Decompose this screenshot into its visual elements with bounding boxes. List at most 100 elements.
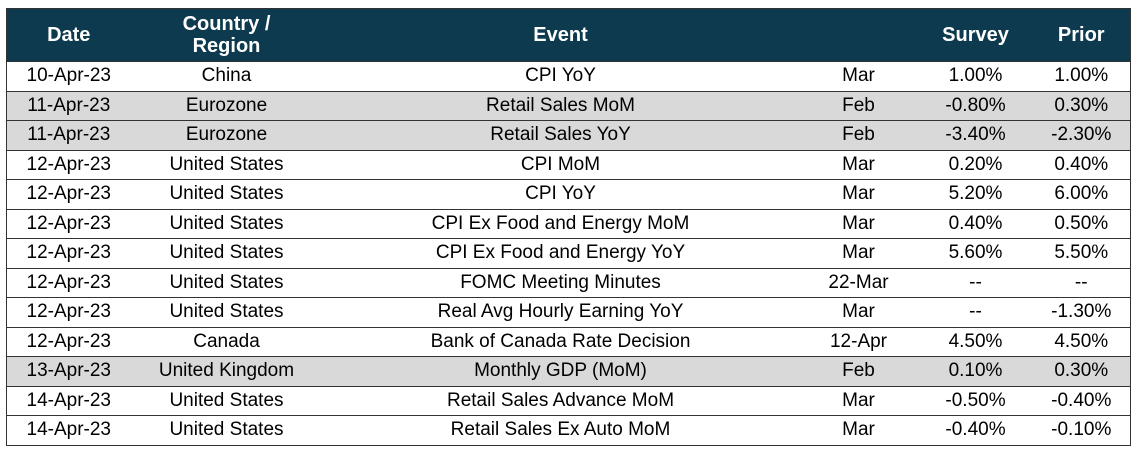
table-cell: -0.80% [918,90,1033,121]
table-row: 12-Apr-23 United States CPI Ex Food and En… [6,238,1131,268]
table-cell: United States [130,149,323,180]
table-row: 12-Apr-23 United States Real Avg Hourly Ea… [6,297,1131,327]
table-cell: 0.40% [918,208,1033,239]
table-cell: Feb [798,120,919,150]
table-cell: 12-Apr-23 [6,238,131,268]
calendar-table: Date Country / Region Event Survey Prior… [6,8,1131,446]
table-cell: CPI YoY [322,61,799,91]
table-cell: 4.50% [918,326,1033,357]
table-cell: Retail Sales Ex Auto MoM [322,415,799,445]
table-cell: -- [918,267,1033,298]
table-cell: 12-Apr-23 [6,267,131,298]
table-cell: 11-Apr-23 [6,90,131,121]
table-cell: CPI Ex Food and Energy MoM [322,208,799,239]
table-cell: 0.30% [1032,356,1131,386]
table-header: Date Country / Region Event Survey Prior [6,8,1131,62]
table-cell: Retail Sales MoM [322,90,799,121]
table-cell: 12-Apr [798,326,919,357]
header-cell: Event [322,8,799,62]
table-cell: Mar [798,297,919,327]
table-cell: 1.00% [918,61,1033,91]
table-cell: 12-Apr-23 [6,179,131,209]
table-cell: -0.10% [1032,415,1131,445]
table-cell: CPI MoM [322,149,799,180]
table-cell: 12-Apr-23 [6,149,131,180]
table-cell: 14-Apr-23 [6,385,131,416]
table-row: 12-Apr-23 United States CPI Ex Food and En… [6,208,1131,239]
header-cell: Survey [918,8,1033,62]
table-cell: Monthly GDP (MoM) [322,356,799,386]
table-row: 13-Apr-23 United Kingdom Monthly GDP (MoM)… [6,356,1131,386]
table-cell: 12-Apr-23 [6,297,131,327]
header-cell: Country / Region [130,8,323,62]
table-cell: 13-Apr-23 [6,356,131,386]
table-cell: 11-Apr-23 [6,120,131,150]
header-cell: Prior [1032,8,1131,62]
table-cell: Retail Sales Advance MoM [322,385,799,416]
table-row: 11-Apr-23 Eurozone Retail Sales YoY Feb -3.4… [6,120,1131,150]
table-cell: FOMC Meeting Minutes [322,267,799,298]
table-row: 14-Apr-23 United States Retail Sales Ex Au… [6,415,1131,445]
table-cell: 12-Apr-23 [6,326,131,357]
table-cell: CPI YoY [322,179,799,209]
table-cell: 14-Apr-23 [6,415,131,445]
table-cell: 0.30% [1032,90,1131,121]
table-cell: Bank of Canada Rate Decision [322,326,799,357]
table-cell: United States [130,267,323,298]
header-text: Country / Region [182,13,271,57]
table-cell: 0.50% [1032,208,1131,239]
table-row: 11-Apr-23 Eurozone Retail Sales MoM Feb -0.8… [6,90,1131,121]
header-cell: Date [6,8,131,62]
table-cell: Real Avg Hourly Earning YoY [322,297,799,327]
table-row: 14-Apr-23 United States Retail Sales Advan… [6,385,1131,416]
table-cell: 22-Mar [798,267,919,298]
table-cell: 5.20% [918,179,1033,209]
table-row: 12-Apr-23 United States FOMC Meeting Minut… [6,267,1131,298]
table-cell: United States [130,385,323,416]
header-cell [798,8,919,62]
table-cell: -0.40% [1032,385,1131,416]
table-cell: 5.60% [918,238,1033,268]
table-cell: Canada [130,326,323,357]
table-cell: United States [130,415,323,445]
table-cell: -0.40% [918,415,1033,445]
table-cell: Mar [798,149,919,180]
table-cell: -3.40% [918,120,1033,150]
table-cell: 0.10% [918,356,1033,386]
table-cell: Eurozone [130,90,323,121]
table-cell: Mar [798,208,919,239]
table-cell: CPI Ex Food and Energy YoY [322,238,799,268]
table-cell: Mar [798,179,919,209]
table-cell: China [130,61,323,91]
table-cell: -- [1032,267,1131,298]
table-cell: 6.00% [1032,179,1131,209]
table-cell: United States [130,208,323,239]
table-cell: 4.50% [1032,326,1131,357]
table-cell: 10-Apr-23 [6,61,131,91]
header-row: Date Country / Region Event Survey Prior [6,8,1131,62]
table-cell: Mar [798,61,919,91]
table-cell: -- [918,297,1033,327]
table-cell: Feb [798,356,919,386]
table-cell: Retail Sales YoY [322,120,799,150]
table-cell: 0.20% [918,149,1033,180]
table-row: 12-Apr-23 United States CPI YoY Mar 5.20% 6.0… [6,179,1131,209]
table-cell: Mar [798,238,919,268]
table-cell: United States [130,238,323,268]
table-cell: -0.50% [918,385,1033,416]
table-cell: Eurozone [130,120,323,150]
table-cell: Mar [798,415,919,445]
table-cell: United States [130,179,323,209]
table-body: 10-Apr-23 China CPI YoY Mar 1.00% 1.00% 11-Apr… [6,61,1131,445]
table-cell: United Kingdom [130,356,323,386]
table-cell: -2.30% [1032,120,1131,150]
table-cell: -1.30% [1032,297,1131,327]
table-cell: 1.00% [1032,61,1131,91]
table-cell: United States [130,297,323,327]
table-cell: 0.40% [1032,149,1131,180]
table-cell: Feb [798,90,919,121]
table-row: 12-Apr-23 Canada Bank of Canada Rate Decis… [6,326,1131,357]
table-cell: 5.50% [1032,238,1131,268]
table-row: 10-Apr-23 China CPI YoY Mar 1.00% 1.00% [6,61,1131,91]
